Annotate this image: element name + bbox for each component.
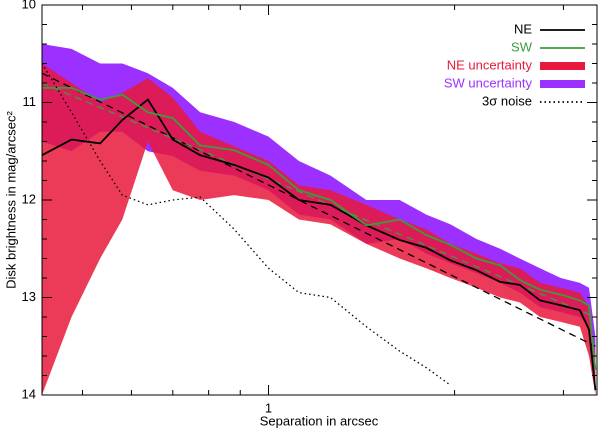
y-axis-label: Disk brightness in mag/arcsec² <box>3 110 18 288</box>
x-tick-label: 1 <box>265 400 272 415</box>
x-axis-label: Separation in arcsec <box>260 413 379 428</box>
y-tick-label: 13 <box>22 289 36 304</box>
legend-label: NE uncertainty <box>447 57 533 72</box>
legend-label: SW <box>511 39 533 54</box>
plot-area <box>42 44 597 395</box>
legend-label: NE <box>514 21 532 36</box>
profile-line <box>42 86 597 370</box>
fit-line <box>42 72 596 347</box>
fit-line <box>42 82 596 318</box>
legend-label: 3σ noise <box>482 93 532 108</box>
y-tick-label: 10 <box>22 0 36 11</box>
y-tick-label: 12 <box>22 191 36 206</box>
noise-line <box>42 63 451 386</box>
uncertainty-band <box>42 63 596 395</box>
legend-label: SW uncertainty <box>444 75 533 90</box>
y-tick-label: 11 <box>23 94 37 109</box>
y-tick-label: 14 <box>22 386 36 401</box>
